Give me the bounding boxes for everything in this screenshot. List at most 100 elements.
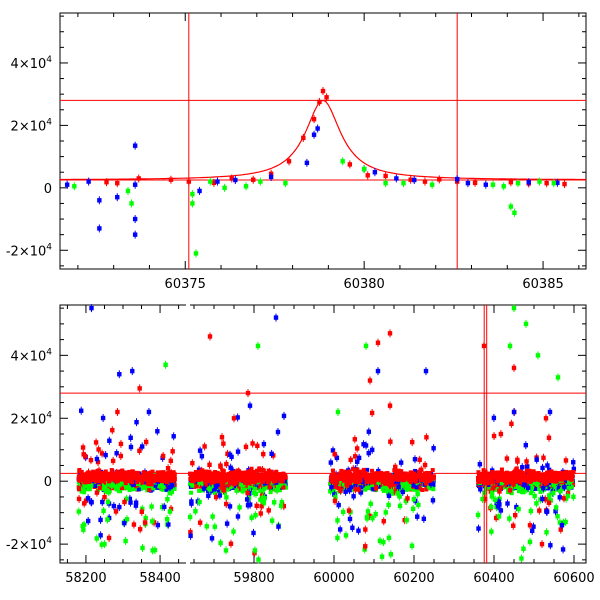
red-point — [380, 474, 385, 479]
green-point — [403, 485, 408, 490]
blue-point — [505, 501, 510, 506]
red-point — [273, 474, 278, 479]
red-point — [345, 474, 350, 479]
red-point — [76, 477, 81, 482]
red-point — [265, 477, 270, 482]
red-point — [191, 479, 196, 484]
red-point — [129, 475, 134, 480]
green-point — [343, 533, 349, 538]
blue-point — [540, 465, 545, 471]
red-point — [350, 475, 355, 480]
blue-point — [315, 126, 320, 131]
red-point — [230, 479, 235, 484]
green-point — [275, 484, 280, 489]
green-point — [510, 484, 515, 489]
red-point — [364, 480, 369, 485]
green-point — [401, 180, 406, 186]
red-point — [356, 471, 361, 476]
red-point — [267, 478, 272, 483]
green-point — [126, 485, 131, 490]
green-point — [76, 509, 82, 514]
red-point — [123, 481, 128, 486]
blue-point — [428, 481, 434, 487]
red-point — [396, 468, 401, 473]
blue-point — [396, 484, 401, 490]
red-point — [258, 511, 263, 516]
blue-point — [366, 429, 372, 434]
green-point — [406, 480, 411, 486]
red-point — [357, 476, 362, 481]
red-point — [409, 471, 414, 476]
red-point — [140, 480, 145, 485]
red-point — [232, 471, 237, 476]
blue-point — [304, 160, 310, 166]
green-point — [143, 515, 148, 521]
red-point — [420, 487, 425, 492]
red-point — [513, 512, 518, 518]
green-point — [553, 505, 559, 510]
red-point — [411, 477, 416, 482]
red-point — [200, 468, 205, 473]
green-point — [142, 484, 147, 489]
blue-point — [376, 468, 381, 474]
blue-point — [235, 514, 241, 519]
red-point — [393, 464, 398, 470]
green-point — [381, 488, 386, 493]
green-point — [279, 499, 285, 505]
blue-point — [244, 497, 250, 502]
red-point — [277, 472, 282, 477]
red-point — [472, 180, 478, 186]
red-point — [96, 447, 101, 452]
green-point — [427, 484, 432, 489]
red-point — [397, 471, 402, 476]
red-point — [546, 500, 552, 506]
green-point — [212, 524, 218, 529]
green-point — [490, 182, 496, 187]
green-point — [239, 483, 244, 488]
green-point — [532, 493, 537, 499]
blue-point — [261, 441, 267, 447]
red-point — [142, 520, 148, 525]
green-point — [416, 502, 421, 508]
green-point — [251, 490, 257, 496]
blue-point — [170, 483, 175, 488]
red-point — [83, 453, 88, 459]
red-point — [137, 448, 142, 454]
red-point — [245, 490, 250, 496]
red-point — [242, 478, 247, 483]
red-point — [381, 519, 386, 524]
blue-point — [251, 530, 256, 536]
red-point — [273, 479, 278, 484]
red-point — [167, 476, 172, 481]
blue-point — [215, 179, 220, 184]
red-point — [255, 443, 260, 449]
blue-point — [132, 143, 138, 148]
red-point — [338, 471, 343, 476]
blue-point — [343, 489, 348, 494]
blue-point — [491, 415, 497, 421]
red-point — [86, 474, 91, 479]
green-point — [411, 497, 417, 502]
red-point — [212, 479, 217, 484]
green-point — [507, 516, 512, 521]
red-point — [387, 482, 392, 487]
green-point — [224, 495, 229, 500]
green-point — [567, 480, 572, 485]
red-point — [504, 456, 510, 461]
red-point — [110, 427, 115, 433]
red-point — [140, 474, 145, 479]
x-tick-label: 60385 — [522, 277, 563, 292]
red-point — [205, 478, 210, 483]
red-point — [104, 482, 109, 487]
red-point — [88, 457, 94, 463]
blue-point — [103, 452, 108, 458]
green-point — [410, 506, 416, 512]
blue-point — [394, 176, 399, 181]
red-point — [142, 470, 147, 475]
red-point — [494, 483, 499, 488]
red-point — [238, 470, 243, 475]
green-point — [87, 487, 92, 492]
red-point — [211, 180, 217, 186]
red-point — [97, 478, 102, 483]
red-point — [380, 477, 385, 482]
